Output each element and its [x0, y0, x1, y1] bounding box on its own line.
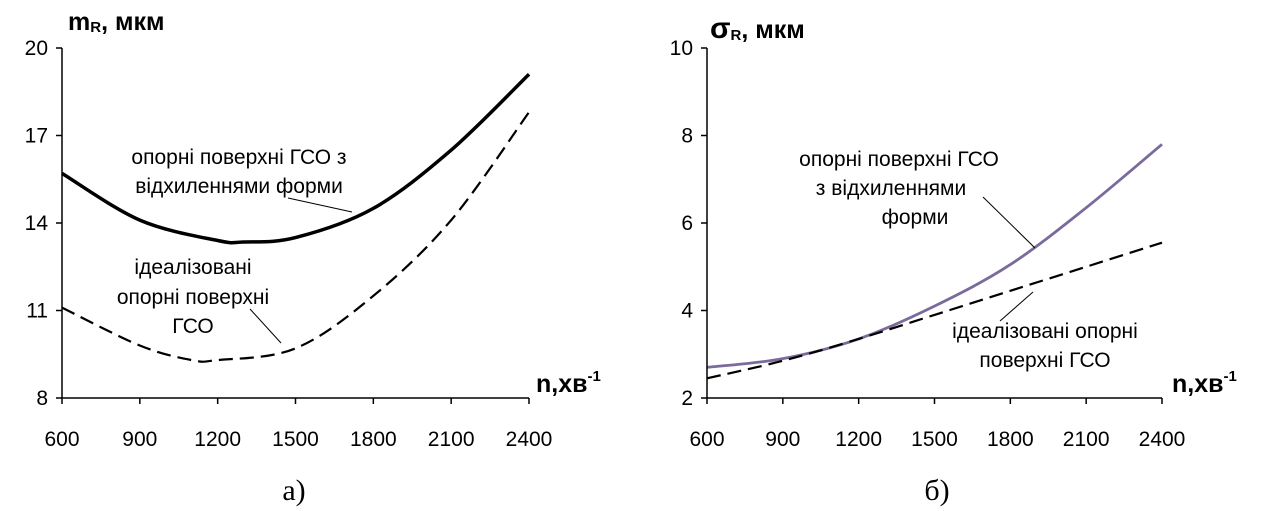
series-line-solid — [706, 143, 1163, 369]
y-tick-label: 14 — [25, 212, 49, 235]
y-tick-label: 8 — [36, 387, 48, 410]
chart-b-annotation-idealized: ідеалізовані опорні поверхні ГСО — [952, 291, 1138, 372]
x-tick-label: 2400 — [506, 428, 553, 451]
annotation-line: ідеалізовані опорні — [952, 320, 1138, 343]
series-line-dashed — [61, 111, 530, 363]
y-tick-label: 8 — [681, 125, 693, 148]
chart-b-leader-line-dashed — [999, 291, 1034, 322]
chart-a-x-label: n,хв-1 — [536, 368, 601, 398]
x-tick-label: 900 — [765, 428, 800, 451]
annotation-line: опорні поверхні ГСО — [799, 148, 999, 171]
x-tick-label: 1800 — [350, 428, 397, 451]
annotation-line: з відхиленнями — [816, 177, 966, 200]
x-tick-label: 600 — [689, 428, 724, 451]
y-tick-label: 2 — [681, 387, 693, 410]
y-tick-label: 11 — [26, 300, 48, 323]
chart-b-caption: б) — [924, 474, 949, 507]
x-tick-label: 1500 — [272, 428, 319, 451]
x-tick-label: 1200 — [835, 428, 882, 451]
x-tick-label: 2400 — [1139, 428, 1186, 451]
chart-b-x-ticks: 600 900 1200 1500 1800 2100 2400 — [689, 398, 1185, 451]
chart-a-leader-line-solid — [287, 197, 353, 213]
chart-b-y-label: σR, мкм — [710, 12, 805, 45]
chart-b-annotation-deviated: опорні поверхні ГСО з відхиленнями форми — [799, 148, 1036, 249]
annotation-line: опорні поверхні — [117, 286, 269, 309]
chart-a-leader-line-dashed — [249, 308, 282, 344]
y-tick-label: 6 — [681, 212, 693, 235]
x-tick-label: 900 — [122, 428, 157, 451]
chart-a-y-label: mR, мкм — [68, 8, 164, 36]
annotation-line: форми — [882, 206, 949, 229]
x-tick-label: 2100 — [1063, 428, 1110, 451]
chart-b-series — [706, 143, 1163, 380]
y-tick-label: 17 — [25, 125, 48, 148]
chart-a-annotation-deviated: опорні поверхні ГСО з відхиленнями форми — [131, 146, 353, 213]
chart-b-y-ticks: 2 4 6 8 10 — [670, 37, 707, 410]
chart-a-caption: а) — [282, 474, 305, 507]
chart-a: 8 11 14 17 20 600 900 1200 1500 1800 2100 2400 mR,… — [25, 8, 601, 507]
chart-a-annotation-idealized: ідеалізовані опорні поверхні ГСО — [117, 256, 282, 344]
y-tick-label: 20 — [25, 37, 48, 60]
x-tick-label: 1200 — [194, 428, 241, 451]
chart-b-leader-line-solid — [982, 196, 1036, 249]
y-tick-label: 10 — [670, 37, 693, 60]
chart-a-y-ticks: 8 11 14 17 20 — [25, 37, 62, 410]
chart-a-x-ticks: 600 900 1200 1500 1800 2100 2400 — [44, 398, 552, 451]
annotation-line: ідеалізовані — [134, 256, 251, 279]
x-tick-label: 600 — [44, 428, 79, 451]
chart-b-x-label: n,хв-1 — [1172, 368, 1237, 398]
annotation-line: опорні поверхні ГСО з — [131, 146, 346, 169]
annotation-line: поверхні ГСО — [979, 349, 1110, 372]
chart-b: 2 4 6 8 10 600 900 1200 1500 1800 2100 2400 σR, мк… — [670, 12, 1237, 507]
series-line-solid — [61, 72, 531, 245]
annotation-line: ГСО — [172, 315, 213, 338]
chart-a-series — [61, 72, 531, 363]
x-tick-label: 2100 — [428, 428, 475, 451]
y-tick-label: 4 — [681, 300, 693, 323]
x-tick-label: 1500 — [911, 428, 958, 451]
x-tick-label: 1800 — [987, 428, 1034, 451]
series-line-dashed — [706, 241, 1163, 380]
annotation-line: відхиленнями форми — [135, 175, 343, 198]
